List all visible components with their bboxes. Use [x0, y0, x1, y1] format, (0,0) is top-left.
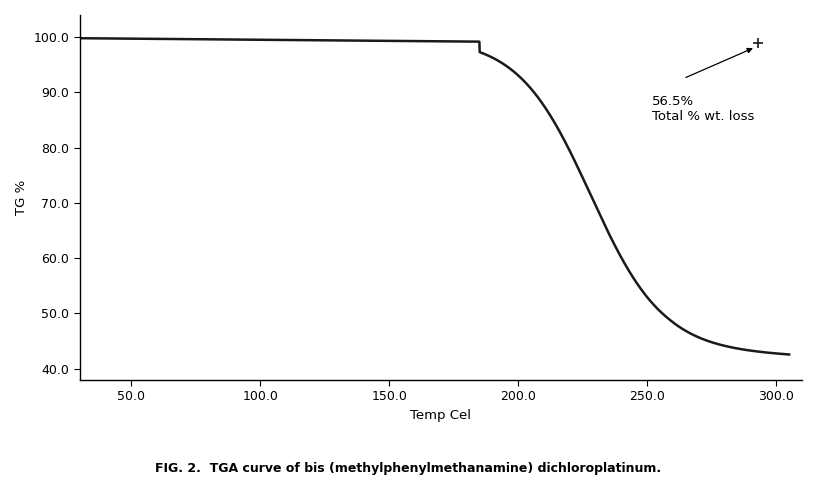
Y-axis label: TG %: TG % — [15, 180, 28, 215]
X-axis label: Temp Cel: Temp Cel — [410, 409, 471, 422]
Text: FIG. 2.  TGA curve of bis (methylphenylmethanamine) dichloroplatinum.: FIG. 2. TGA curve of bis (methylphenylme… — [155, 462, 662, 475]
Text: 56.5%
Total % wt. loss: 56.5% Total % wt. loss — [653, 95, 755, 123]
